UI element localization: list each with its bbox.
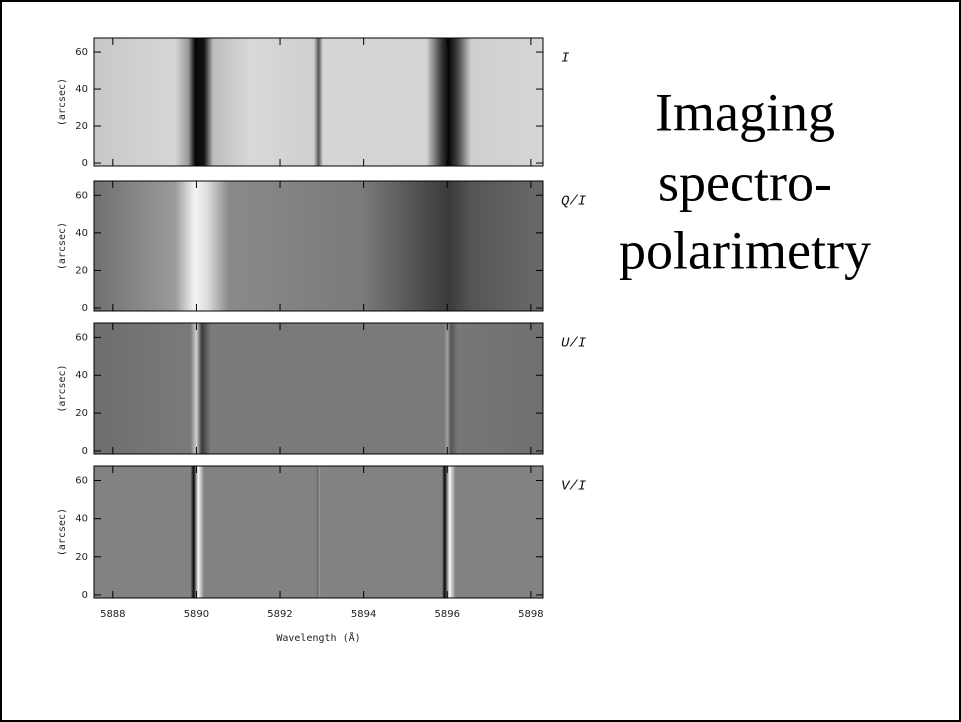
- y-tick-label: 40: [75, 514, 88, 525]
- y-tick-label: 0: [82, 446, 88, 457]
- y-axis-label: (arcsec): [57, 78, 68, 126]
- title-line: polarimetry: [619, 220, 871, 280]
- y-tick-label: 60: [75, 332, 88, 343]
- panel-label: V/I: [561, 479, 587, 495]
- y-axis-label: (arcsec): [57, 364, 68, 412]
- title-line: Imaging: [655, 82, 835, 142]
- y-tick-label: 20: [75, 408, 88, 419]
- y-tick-label: 60: [75, 190, 88, 201]
- x-tick-label: 5896: [435, 609, 460, 620]
- spectrum-image: [94, 38, 543, 166]
- y-tick-label: 0: [82, 590, 88, 601]
- y-tick-label: 20: [75, 552, 88, 563]
- y-axis-label: (arcsec): [57, 508, 68, 556]
- x-tick-label: 5894: [351, 609, 376, 620]
- title-line: spectro-: [658, 152, 832, 212]
- x-tick-label: 5890: [184, 609, 209, 620]
- y-tick-label: 60: [75, 47, 88, 58]
- y-tick-label: 20: [75, 265, 88, 276]
- x-tick-label: 5888: [100, 609, 125, 620]
- y-tick-label: 40: [75, 228, 88, 239]
- x-tick-label: 5892: [267, 609, 292, 620]
- y-tick-label: 0: [82, 303, 88, 314]
- spectrum-image: [94, 181, 543, 311]
- y-axis-label: (arcsec): [57, 222, 68, 270]
- y-tick-label: 40: [75, 84, 88, 95]
- y-tick-label: 40: [75, 370, 88, 381]
- spectrum-image: [94, 466, 543, 598]
- y-tick-label: 60: [75, 475, 88, 486]
- panel-label: U/I: [561, 336, 587, 352]
- panel-label: I: [561, 51, 570, 67]
- slide: Imaging spectro- polarimetry 0 20 40 60 (arc…: [0, 0, 961, 722]
- spectrum-image: [94, 323, 543, 454]
- x-tick-label: 5898: [518, 609, 543, 620]
- y-tick-label: 0: [82, 158, 88, 169]
- panel-label: Q/I: [561, 194, 587, 210]
- x-axis-label: Wavelength (Å): [276, 631, 360, 644]
- y-tick-label: 20: [75, 121, 88, 132]
